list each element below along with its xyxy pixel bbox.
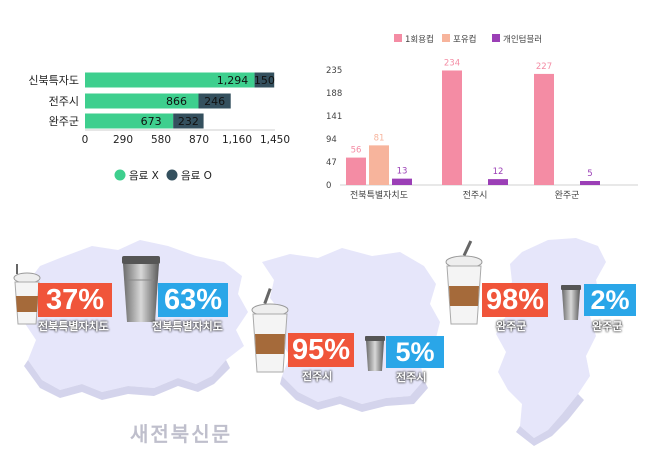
category-label: 완주군 (555, 190, 580, 201)
bar-foyou-cup (369, 145, 389, 185)
legend-label: 1회용컵 (405, 34, 434, 45)
region-label-wanju-right: 완주군 (592, 320, 623, 333)
percent-badge-jeonju-disposable: 95% (288, 333, 354, 367)
legend-marker (394, 34, 402, 42)
legend-label: 음료 O (181, 170, 212, 182)
y-tick-label: 94 (326, 135, 337, 145)
data-label: 150 (254, 74, 275, 87)
bar-tumbler (580, 181, 600, 185)
category-label: 신북특자도 (28, 74, 79, 87)
y-tick-label: 235 (326, 66, 342, 76)
disposable-cup-icon (445, 240, 483, 325)
category-label: 전북특별자치도 (350, 189, 408, 201)
legend-label: 음료 X (129, 170, 159, 182)
legend-label: 포유컵 (453, 34, 476, 45)
tumbler-icon (122, 256, 160, 322)
chart-grouped-bar: 235 188 141 94 47 0 56 81 13 전북특별자치도 234 12 전주시 227 5 완… (326, 34, 638, 201)
category-label: 완주군 (49, 115, 79, 128)
bar-drink-yes (173, 113, 204, 129)
data-label: 866 (166, 95, 187, 108)
data-label: 56 (351, 146, 362, 156)
bar-drink-no (85, 113, 174, 129)
y-tick-label: 188 (326, 89, 342, 99)
bar-drink-no (85, 72, 255, 88)
data-label: 227 (536, 62, 552, 72)
region-label-wanju-left: 완주군 (496, 320, 527, 333)
y-tick-label: 141 (326, 112, 342, 122)
region-label-jeonju-right: 전주시 (396, 371, 427, 384)
region-label-jeonju-left: 전주시 (302, 370, 333, 383)
percent-badge-jeonbuk-tumbler: 63% (158, 283, 228, 317)
category-label: 전주시 (49, 95, 79, 108)
bar-tumbler (392, 178, 412, 185)
tumbler-icon (561, 285, 581, 320)
data-label: 81 (374, 133, 385, 143)
y-tick-label: 0 (326, 181, 331, 191)
percent-badge-wanju-tumbler: 2% (584, 284, 636, 316)
bar-disposable-cup (534, 73, 554, 185)
x-tick-label: 290 (113, 134, 133, 146)
legend-label: 개인텀블러 (503, 34, 542, 45)
x-tick-label: 580 (151, 134, 171, 146)
data-label: 5 (587, 169, 592, 179)
publisher-watermark: 새전북신문 (130, 422, 232, 446)
bar-drink-yes (254, 72, 275, 88)
data-label: 12 (493, 167, 504, 177)
map-wanju (496, 238, 606, 438)
bar-drink-no (85, 93, 199, 109)
data-label: 234 (444, 58, 460, 68)
bar-drink-yes (198, 93, 231, 109)
percent-badge-wanju-disposable: 98% (482, 283, 548, 317)
legend-marker (166, 169, 178, 181)
bar-disposable-cup (346, 157, 366, 185)
bar-tumbler (488, 179, 508, 185)
region-label-jeonbuk-right: 전북특별자치도 (152, 320, 223, 333)
percent-value: 98% (485, 284, 545, 316)
x-tick-label: 1,160 (222, 134, 252, 146)
x-tick-label: 1,450 (260, 134, 290, 146)
chart-horizontal-stacked-bar: 신북특자도 1,294 150 전주시 866 246 완주군 673 232 0 290 580 87… (28, 72, 290, 182)
disposable-cup-icon (13, 264, 41, 325)
legend-marker (492, 34, 500, 42)
percent-value: 63% (163, 284, 223, 316)
legend-marker (442, 34, 450, 42)
x-tick-label: 870 (189, 134, 209, 146)
percent-value: 2% (590, 285, 630, 315)
x-tick-label: 0 (82, 134, 89, 146)
data-label: 1,294 (217, 74, 249, 87)
region-label-jeonbuk-left: 전북특별자치도 (38, 320, 109, 333)
percent-badge-jeonbuk-disposable: 37% (38, 283, 112, 317)
data-label: 673 (141, 115, 162, 128)
percent-badge-jeonju-tumbler: 5% (386, 336, 444, 368)
category-label: 전주시 (463, 190, 488, 201)
disposable-cup-icon (251, 288, 289, 373)
data-label: 246 (204, 95, 225, 108)
percent-value: 5% (395, 337, 435, 367)
tumbler-icon (365, 336, 385, 371)
percent-value: 95% (291, 334, 351, 366)
data-label: 13 (397, 167, 408, 177)
bar-disposable-cup (442, 70, 462, 185)
percent-value: 37% (45, 284, 105, 316)
data-label: 232 (178, 115, 199, 128)
legend-marker (114, 169, 126, 181)
y-tick-label: 47 (326, 158, 337, 168)
